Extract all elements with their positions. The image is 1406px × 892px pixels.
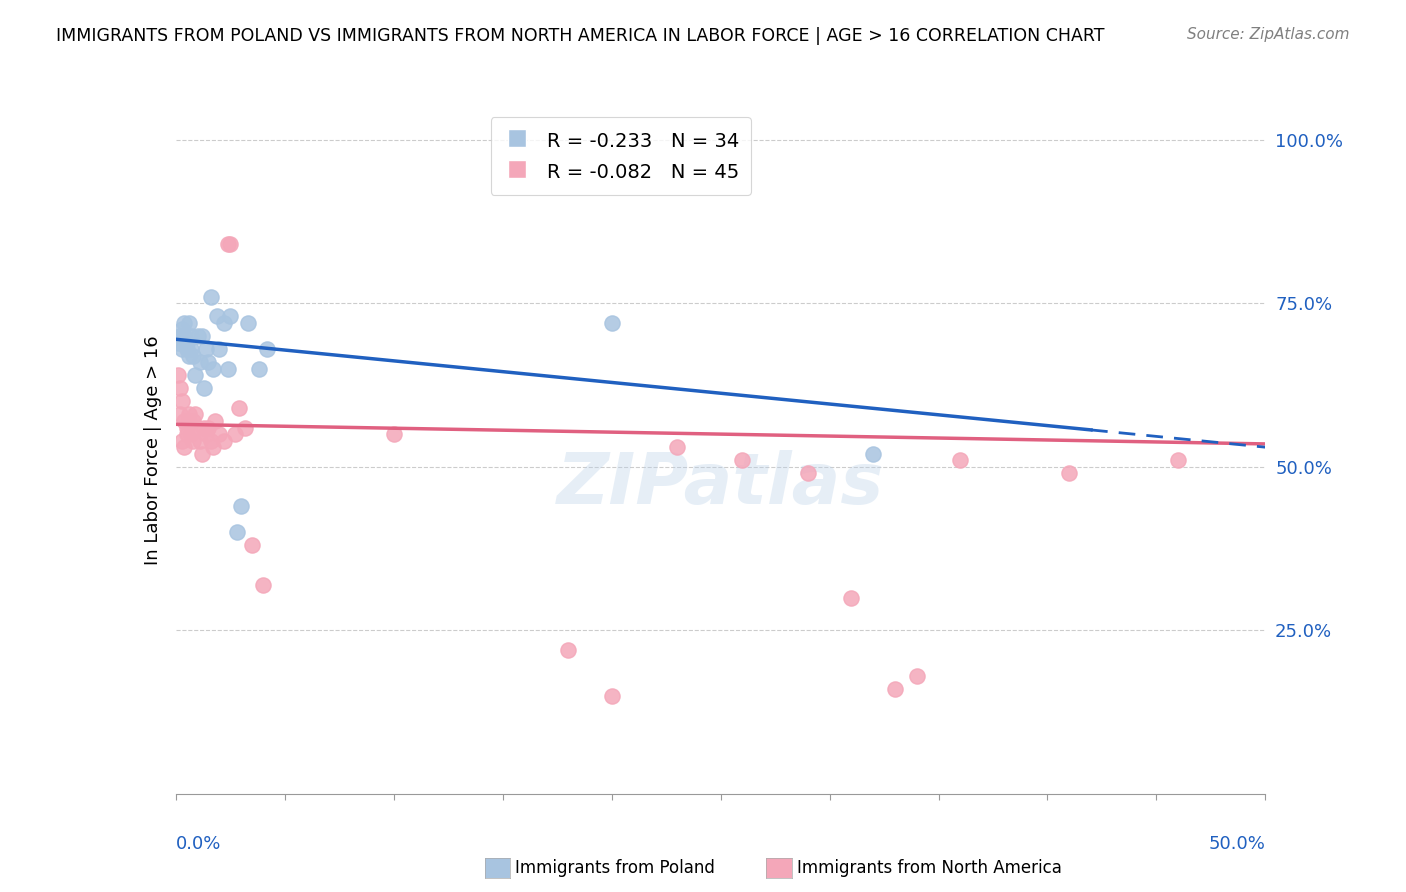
Point: [188, 355, 211, 369]
Point: [862, 447, 884, 461]
Legend: R = -0.233   N = 34, R = -0.082   N = 45: R = -0.233 N = 34, R = -0.082 N = 45: [491, 117, 751, 195]
Point: [186, 329, 209, 343]
Point: [176, 335, 198, 350]
Point: [184, 408, 207, 422]
Point: [212, 316, 235, 330]
Point: [195, 427, 218, 442]
Point: [172, 394, 194, 409]
Point: [173, 329, 195, 343]
Point: [184, 368, 207, 383]
Text: ZIPatlas: ZIPatlas: [557, 450, 884, 519]
Point: [557, 643, 579, 657]
Point: [219, 237, 242, 252]
Point: [193, 381, 215, 395]
Point: [796, 467, 818, 481]
Text: Immigrants from Poland: Immigrants from Poland: [515, 859, 714, 877]
Point: [666, 440, 689, 454]
Point: [188, 434, 211, 448]
Point: [382, 427, 405, 442]
Point: [191, 329, 214, 343]
Point: [240, 538, 263, 552]
Point: [235, 420, 257, 434]
Point: [231, 499, 253, 513]
Point: [225, 525, 247, 540]
Point: [197, 355, 219, 369]
Point: [731, 453, 754, 467]
Text: 50.0%: 50.0%: [1209, 835, 1265, 853]
Point: [219, 310, 242, 324]
Point: [200, 290, 222, 304]
Point: [173, 440, 195, 454]
Point: [195, 342, 218, 356]
Point: [169, 329, 191, 343]
Text: Immigrants from North America: Immigrants from North America: [797, 859, 1062, 877]
Point: [205, 310, 228, 324]
Point: [841, 591, 863, 605]
Point: [228, 401, 250, 415]
Point: [180, 329, 202, 343]
Point: [193, 420, 215, 434]
Point: [884, 682, 907, 697]
Point: [172, 342, 194, 356]
Text: Source: ZipAtlas.com: Source: ZipAtlas.com: [1187, 27, 1350, 42]
Point: [181, 414, 204, 428]
Point: [200, 434, 222, 448]
Point: [176, 342, 198, 356]
Point: [180, 342, 202, 356]
Point: [172, 322, 194, 336]
Point: [181, 434, 204, 448]
Point: [177, 414, 200, 428]
Point: [176, 427, 198, 442]
Point: [169, 381, 191, 395]
Point: [177, 408, 200, 422]
Point: [204, 414, 226, 428]
Point: [905, 669, 928, 683]
Point: [600, 689, 623, 703]
Point: [208, 427, 231, 442]
Point: [186, 420, 209, 434]
Point: [169, 408, 191, 422]
Point: [176, 420, 198, 434]
Point: [181, 349, 204, 363]
Point: [256, 342, 278, 356]
Point: [177, 349, 200, 363]
Y-axis label: In Labor Force | Age > 16: In Labor Force | Age > 16: [143, 335, 162, 566]
Point: [167, 335, 190, 350]
Point: [949, 453, 972, 467]
Point: [173, 316, 195, 330]
Text: 0.0%: 0.0%: [176, 835, 221, 853]
Point: [191, 447, 214, 461]
Text: IMMIGRANTS FROM POLAND VS IMMIGRANTS FROM NORTH AMERICA IN LABOR FORCE | AGE > 1: IMMIGRANTS FROM POLAND VS IMMIGRANTS FRO…: [56, 27, 1105, 45]
Point: [252, 577, 274, 591]
Point: [167, 368, 190, 383]
Point: [197, 420, 219, 434]
Point: [201, 440, 224, 454]
Point: [177, 316, 200, 330]
Point: [180, 427, 202, 442]
Point: [217, 361, 239, 376]
Point: [247, 361, 270, 376]
Point: [173, 414, 195, 428]
Point: [217, 237, 239, 252]
Point: [172, 434, 194, 448]
Point: [1057, 467, 1080, 481]
Point: [212, 434, 235, 448]
Point: [201, 361, 224, 376]
Point: [1167, 453, 1189, 467]
Point: [224, 427, 246, 442]
Point: [208, 342, 231, 356]
Point: [600, 316, 623, 330]
Point: [236, 316, 259, 330]
